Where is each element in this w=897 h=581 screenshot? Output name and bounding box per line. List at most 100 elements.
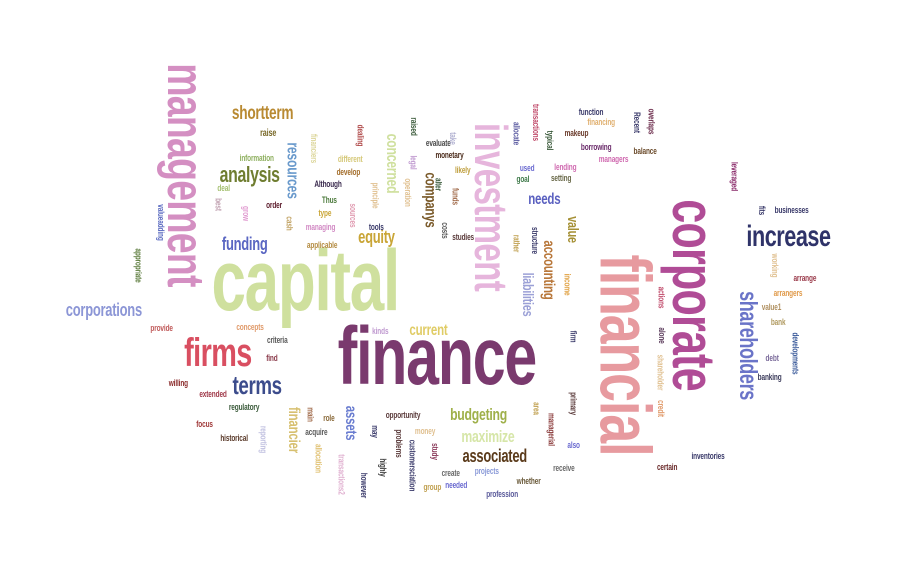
word: kinds (371, 325, 388, 336)
word: rather (511, 234, 522, 252)
word: criteria (266, 334, 288, 345)
word: information (239, 152, 274, 163)
word: structure (529, 226, 540, 254)
word: order (266, 199, 283, 210)
word: opportunity (385, 409, 421, 420)
word: evaluate (425, 137, 451, 148)
word: liabilities (518, 272, 536, 316)
word: terms (232, 370, 282, 400)
word: funds (450, 187, 461, 205)
word: extended (199, 388, 227, 399)
word: historical (220, 432, 248, 443)
word: highly (377, 457, 388, 477)
word: managers (598, 153, 628, 164)
word: principle (370, 182, 381, 208)
word: used (519, 162, 535, 173)
word: allocate (511, 121, 522, 145)
word: shareholder (655, 354, 666, 390)
word: receive (553, 462, 575, 473)
word: costs (439, 221, 450, 239)
word: certain (656, 461, 678, 472)
word: alone (656, 326, 667, 344)
word: Recent (631, 111, 642, 133)
word: study (429, 442, 440, 460)
word: resources (283, 141, 303, 199)
word: problems (393, 428, 404, 458)
word: makeup (564, 127, 588, 138)
word: customersciation (407, 439, 418, 491)
word: acquire (304, 426, 327, 437)
word: banking (757, 371, 782, 382)
word: typical (544, 130, 555, 150)
word: whether (516, 475, 541, 486)
word: funding (221, 234, 268, 254)
word: role (323, 412, 335, 423)
word: transactions2 (336, 453, 347, 495)
word: sources (347, 203, 358, 227)
word: firms (184, 331, 252, 375)
word: budgeting (449, 404, 507, 424)
word: profession (486, 488, 519, 499)
word: arrange (793, 272, 817, 283)
word: projects (474, 465, 499, 476)
word: however (358, 472, 369, 498)
word: tools (368, 221, 384, 232)
word: legal (408, 154, 419, 170)
word: working (769, 253, 780, 277)
word: raise (260, 128, 277, 139)
word: managerial (546, 412, 557, 446)
word: financier (284, 407, 302, 453)
word: actions (656, 286, 667, 308)
word: inventories (691, 450, 725, 461)
word: may (369, 424, 380, 438)
word: willing (168, 377, 188, 388)
word: businesses (774, 204, 809, 215)
word: appropriate (133, 247, 144, 283)
word: income (562, 273, 573, 295)
word: management (156, 63, 215, 287)
word: needs (527, 191, 560, 208)
word: also (566, 439, 580, 450)
word: grow (240, 205, 251, 221)
word: transactions (530, 103, 541, 141)
word: firm (568, 330, 579, 342)
word: fits (756, 205, 767, 215)
word: developments (790, 331, 801, 375)
word: increase (745, 220, 831, 253)
word: cash (284, 215, 295, 231)
word: setting (550, 172, 572, 183)
word: provide (149, 322, 173, 333)
word: reporting (258, 425, 269, 453)
word: raised (408, 116, 419, 136)
word: develop (336, 166, 360, 177)
word: bank (770, 316, 786, 327)
word: borrowing (580, 141, 612, 152)
word: alter (433, 177, 444, 191)
word: investment (464, 122, 517, 292)
word: equity (357, 227, 395, 247)
word: assets (341, 405, 359, 441)
word: value1 (761, 301, 781, 312)
word: regulatory (228, 401, 260, 412)
word: arrangers (773, 287, 803, 298)
word: credit (655, 399, 666, 417)
word: monetary (434, 149, 464, 160)
word: find (266, 352, 278, 363)
word: focus (195, 418, 213, 429)
word: Thus (321, 194, 337, 205)
word: create (441, 467, 460, 478)
word: operation (402, 177, 413, 207)
word: leveraged (729, 161, 740, 191)
word: associated (462, 446, 527, 466)
word: managing (305, 221, 335, 232)
word: analysis (219, 162, 280, 187)
word: applicable (306, 239, 338, 250)
word: money (414, 425, 436, 436)
word: debt (765, 352, 779, 363)
word: different (337, 153, 363, 164)
word: type (318, 207, 332, 218)
word: value (563, 215, 581, 243)
word: capital (211, 233, 400, 329)
word: best (213, 197, 224, 211)
